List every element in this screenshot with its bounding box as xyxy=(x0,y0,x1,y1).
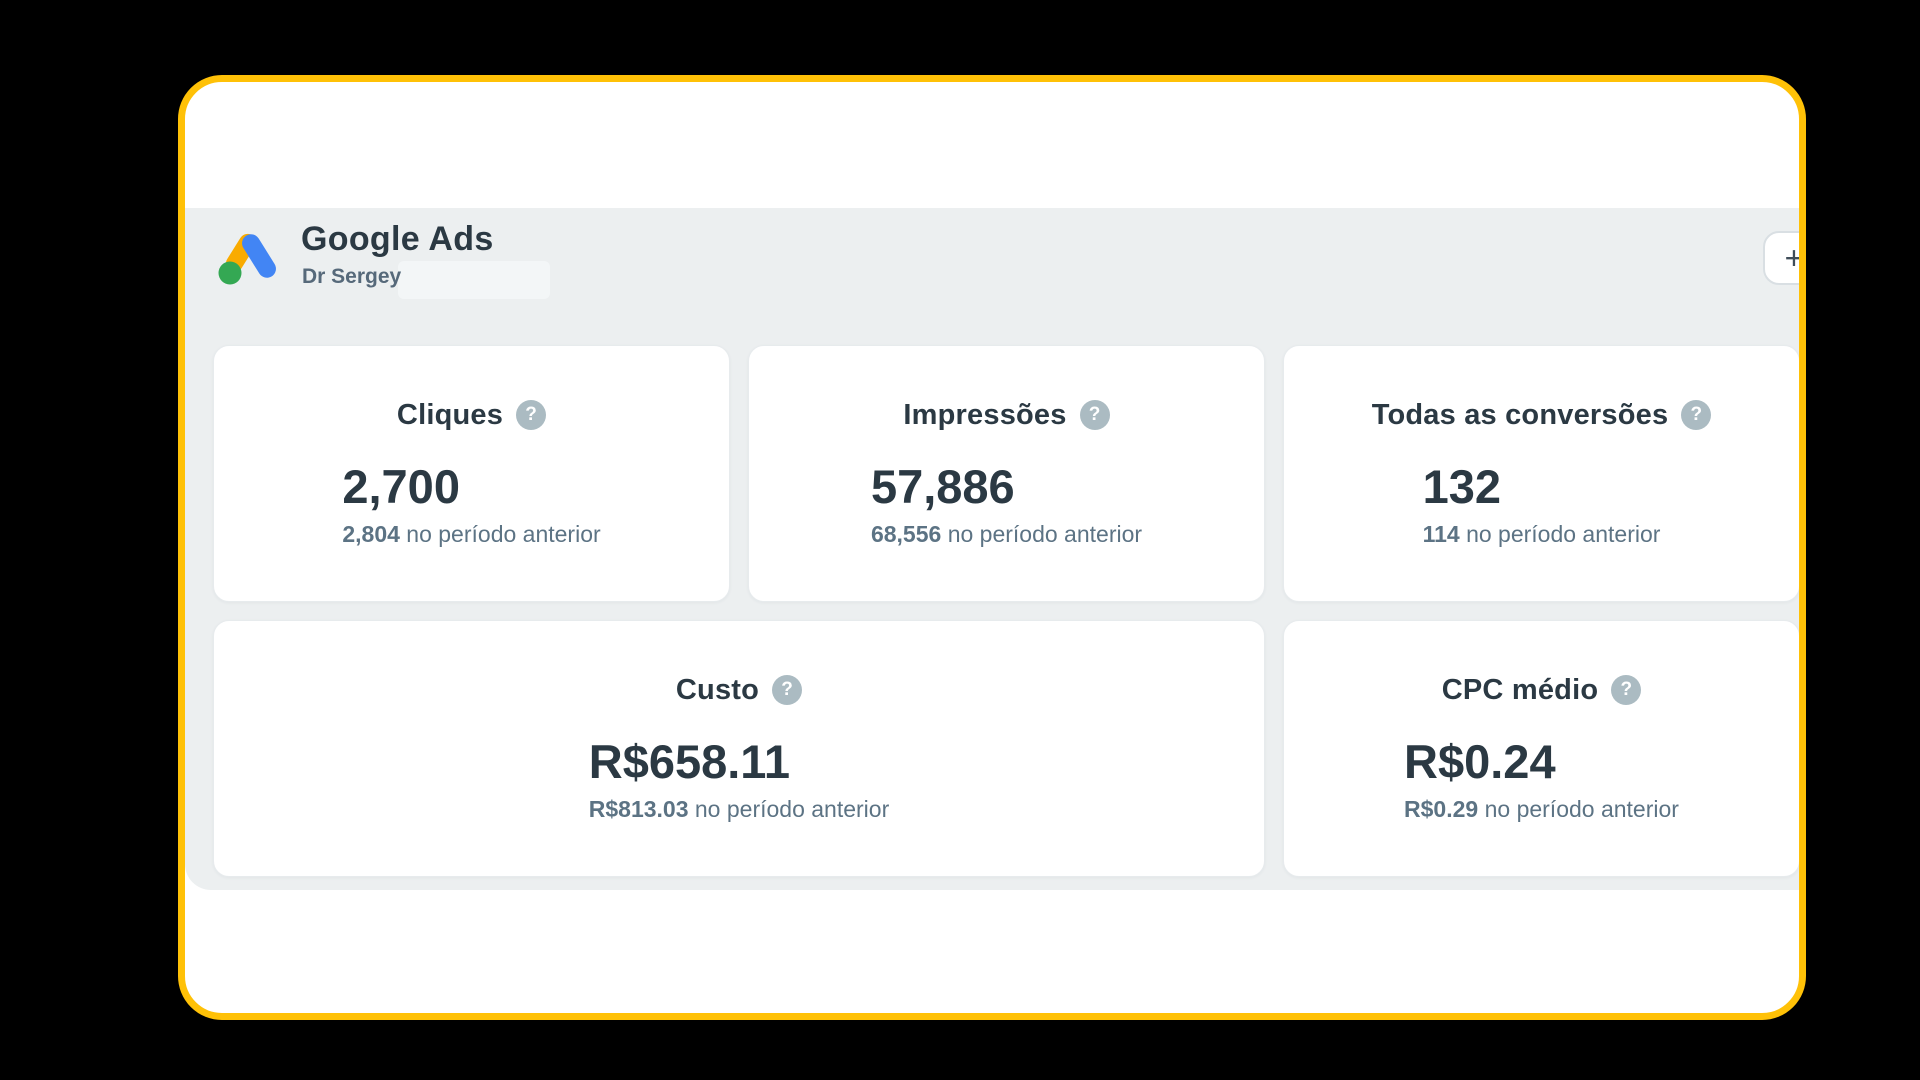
metric-card-impressoes: Impressões ? 57,886 68,556 no período an… xyxy=(748,345,1265,602)
metric-value-block: 57,886 68,556 no período anterior xyxy=(871,461,1142,548)
metric-title-row: Impressões ? xyxy=(749,396,1264,434)
previous-value: R$0.29 xyxy=(1404,795,1479,822)
metric-card-cpc-medio: CPC médio ? R$0.24 R$0.29 no período ant… xyxy=(1283,620,1799,877)
help-icon[interactable]: ? xyxy=(772,675,803,705)
help-icon[interactable]: ? xyxy=(1681,400,1712,430)
metric-label: Impressões xyxy=(903,398,1067,431)
metric-value-block: R$0.24 R$0.29 no período anterior xyxy=(1404,736,1679,823)
metric-value-block: R$658.11 R$813.03 no período anterior xyxy=(589,736,890,823)
previous-value: R$813.03 xyxy=(588,795,689,822)
metric-title-row: CPC médio ? xyxy=(1284,671,1799,709)
metric-value: 57,886 xyxy=(870,460,1015,513)
previous-value: 2,804 xyxy=(342,520,400,547)
metric-previous: 2,804 no período anterior xyxy=(342,521,600,548)
metric-previous: 68,556 no período anterior xyxy=(871,521,1142,548)
metric-previous: R$0.29 no período anterior xyxy=(1404,796,1679,823)
help-icon[interactable]: ? xyxy=(516,400,547,430)
metric-title-row: Todas as conversões ? xyxy=(1284,396,1799,434)
metric-title-row: Cliques ? xyxy=(214,396,729,434)
account-name: Dr Sergey xyxy=(302,265,402,288)
subtitle-highlight xyxy=(398,261,550,299)
metric-label: CPC médio xyxy=(1441,673,1599,706)
metric-label: Custo xyxy=(675,673,760,706)
google-ads-logo-icon xyxy=(218,228,283,285)
metric-value: R$658.11 xyxy=(588,735,790,788)
help-icon[interactable]: ? xyxy=(1079,400,1110,430)
previous-suffix: no período anterior xyxy=(1466,520,1661,547)
previous-suffix: no período anterior xyxy=(947,520,1143,547)
previous-value: 114 xyxy=(1422,520,1460,547)
add-button[interactable]: + xyxy=(1763,231,1799,285)
widget-title: Google Ads xyxy=(301,220,494,258)
metric-previous: 114 no período anterior xyxy=(1423,521,1661,548)
metric-card-cliques: Cliques ? 2,700 2,804 no período anterio… xyxy=(213,345,730,602)
metric-card-todas-as-conversoes: Todas as conversões ? 132 114 no período… xyxy=(1283,345,1799,602)
metric-label: Todas as conversões xyxy=(1371,398,1669,431)
metric-card-custo: Custo ? R$658.11 R$813.03 no período ant… xyxy=(213,620,1265,877)
previous-suffix: no período anterior xyxy=(694,795,890,822)
previous-suffix: no período anterior xyxy=(1484,795,1679,822)
help-icon[interactable]: ? xyxy=(1611,675,1642,705)
widget-panel: Google Ads Dr Sergey + Cliques ? 2,700 2… xyxy=(185,208,1799,890)
previous-suffix: no período anterior xyxy=(406,520,601,547)
metric-value-block: 2,700 2,804 no período anterior xyxy=(342,461,600,548)
metric-previous: R$813.03 no período anterior xyxy=(589,796,890,823)
metric-value: R$0.24 xyxy=(1404,735,1556,788)
metric-value: 2,700 xyxy=(342,460,460,513)
metric-title-row: Custo ? xyxy=(214,671,1264,709)
previous-value: 68,556 xyxy=(870,520,942,547)
metric-value: 132 xyxy=(1422,460,1501,513)
google-ads-widget: Google Ads Dr Sergey + Cliques ? 2,700 2… xyxy=(178,75,1806,1020)
metric-label: Cliques xyxy=(396,398,504,431)
metric-value-block: 132 114 no período anterior xyxy=(1423,461,1661,548)
